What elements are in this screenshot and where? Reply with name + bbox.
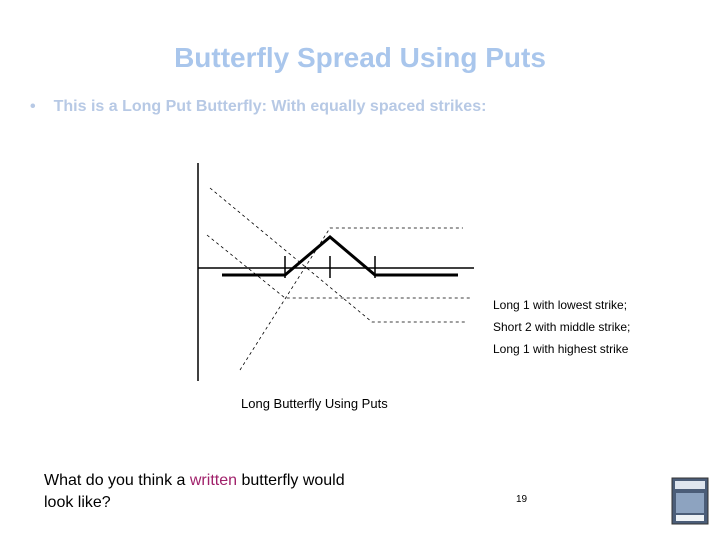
bullet: • This is a Long Put Butterfly: With equa… bbox=[30, 98, 487, 115]
leg-lines bbox=[206, 187, 470, 371]
leg-line bbox=[206, 234, 470, 299]
diagram-caption: Long Butterfly Using Puts bbox=[241, 396, 388, 411]
question-text: What do you think a bbox=[44, 472, 186, 489]
question: What do you think a written butterfly wo… bbox=[44, 470, 354, 514]
legend-item: Long 1 with lowest strike; bbox=[493, 298, 628, 312]
axes bbox=[197, 163, 474, 381]
leg-line bbox=[209, 187, 465, 323]
strike-ticks bbox=[284, 256, 376, 278]
question-emphasis: written bbox=[189, 472, 237, 489]
book-cover-band bbox=[675, 481, 705, 489]
bullet-text: This is a Long Put Butterfly: With equal… bbox=[53, 98, 487, 115]
question-text: butterfly would look like? bbox=[44, 472, 345, 511]
book-cover bbox=[671, 477, 709, 525]
legend-item: Short 2 with middle strike; bbox=[493, 320, 631, 334]
book-cover-footer bbox=[676, 515, 704, 521]
legend-item: Long 1 with highest strike bbox=[493, 342, 629, 356]
payoff-line bbox=[222, 235, 458, 277]
legend: Long 1 with lowest strike; Short 2 with … bbox=[493, 294, 630, 360]
book-cover-picture bbox=[676, 493, 704, 513]
page-number: 19 bbox=[516, 494, 528, 505]
slide-title: Butterfly Spread Using Puts bbox=[174, 42, 546, 73]
leg-line bbox=[239, 227, 463, 371]
